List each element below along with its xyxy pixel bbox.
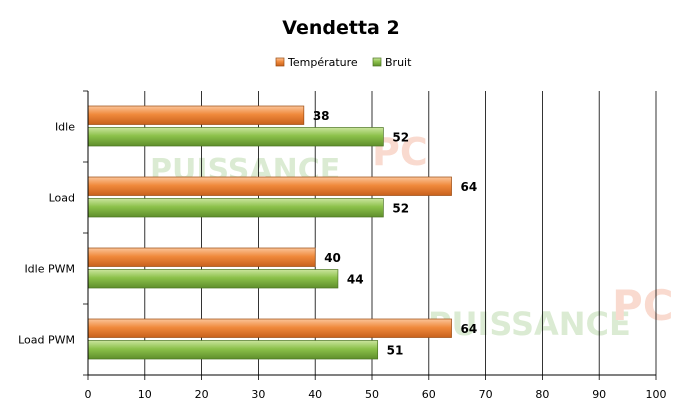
legend-label-0: Température	[287, 56, 358, 69]
bar-0-1	[87, 176, 452, 196]
x-tick-label-70: 70	[479, 388, 493, 401]
bar-0-2	[87, 247, 316, 267]
x-tick-label-10: 10	[138, 388, 152, 401]
bar-1-0	[87, 127, 384, 147]
x-tick-label-100: 100	[646, 388, 667, 401]
data-label-0-1: 64	[461, 180, 478, 194]
x-tick-label-50: 50	[365, 388, 379, 401]
bar-1-3	[87, 340, 379, 360]
category-label-0: Idle	[55, 121, 75, 134]
x-tick-label-30: 30	[251, 388, 265, 401]
x-tick-label-60: 60	[422, 388, 436, 401]
legend-label-1: Bruit	[385, 56, 412, 69]
watermark-pc-2: PC	[612, 281, 674, 330]
watermark-text-2: PUISSANCE	[428, 305, 631, 343]
data-label-0-0: 38	[313, 109, 330, 123]
category-label-1: Load	[49, 192, 75, 205]
category-label-2: Idle PWM	[24, 263, 75, 276]
data-label-1-1: 52	[392, 201, 409, 215]
data-label-1-0: 52	[392, 130, 409, 144]
x-tick-label-0: 0	[85, 388, 92, 401]
category-label-3: Load PWM	[18, 334, 75, 347]
data-label-0-2: 40	[324, 251, 341, 265]
x-tick-label-40: 40	[308, 388, 322, 401]
bar-0-0	[87, 105, 305, 125]
bar-1-1	[87, 198, 384, 218]
data-label-1-2: 44	[347, 272, 364, 286]
chart-title: Vendetta 2	[282, 17, 399, 39]
bar-1-2	[87, 269, 339, 289]
legend: Température Bruit	[275, 56, 412, 69]
x-tick-label-90: 90	[592, 388, 606, 401]
legend-swatch-0	[275, 57, 285, 67]
data-label-0-3: 64	[461, 322, 478, 336]
data-label-1-3: 51	[387, 343, 404, 357]
legend-swatch-1	[372, 57, 382, 67]
x-tick-label-20: 20	[195, 388, 209, 401]
x-tick-label-80: 80	[535, 388, 549, 401]
bar-0-3	[87, 318, 452, 338]
watermark-logo: PUISSANCE PC PUISSANCE PC	[150, 130, 674, 343]
plot-area: Idle 38 52 Load 64 52 Idle PWM 40 44 Load PWM 64 51…	[18, 90, 667, 401]
